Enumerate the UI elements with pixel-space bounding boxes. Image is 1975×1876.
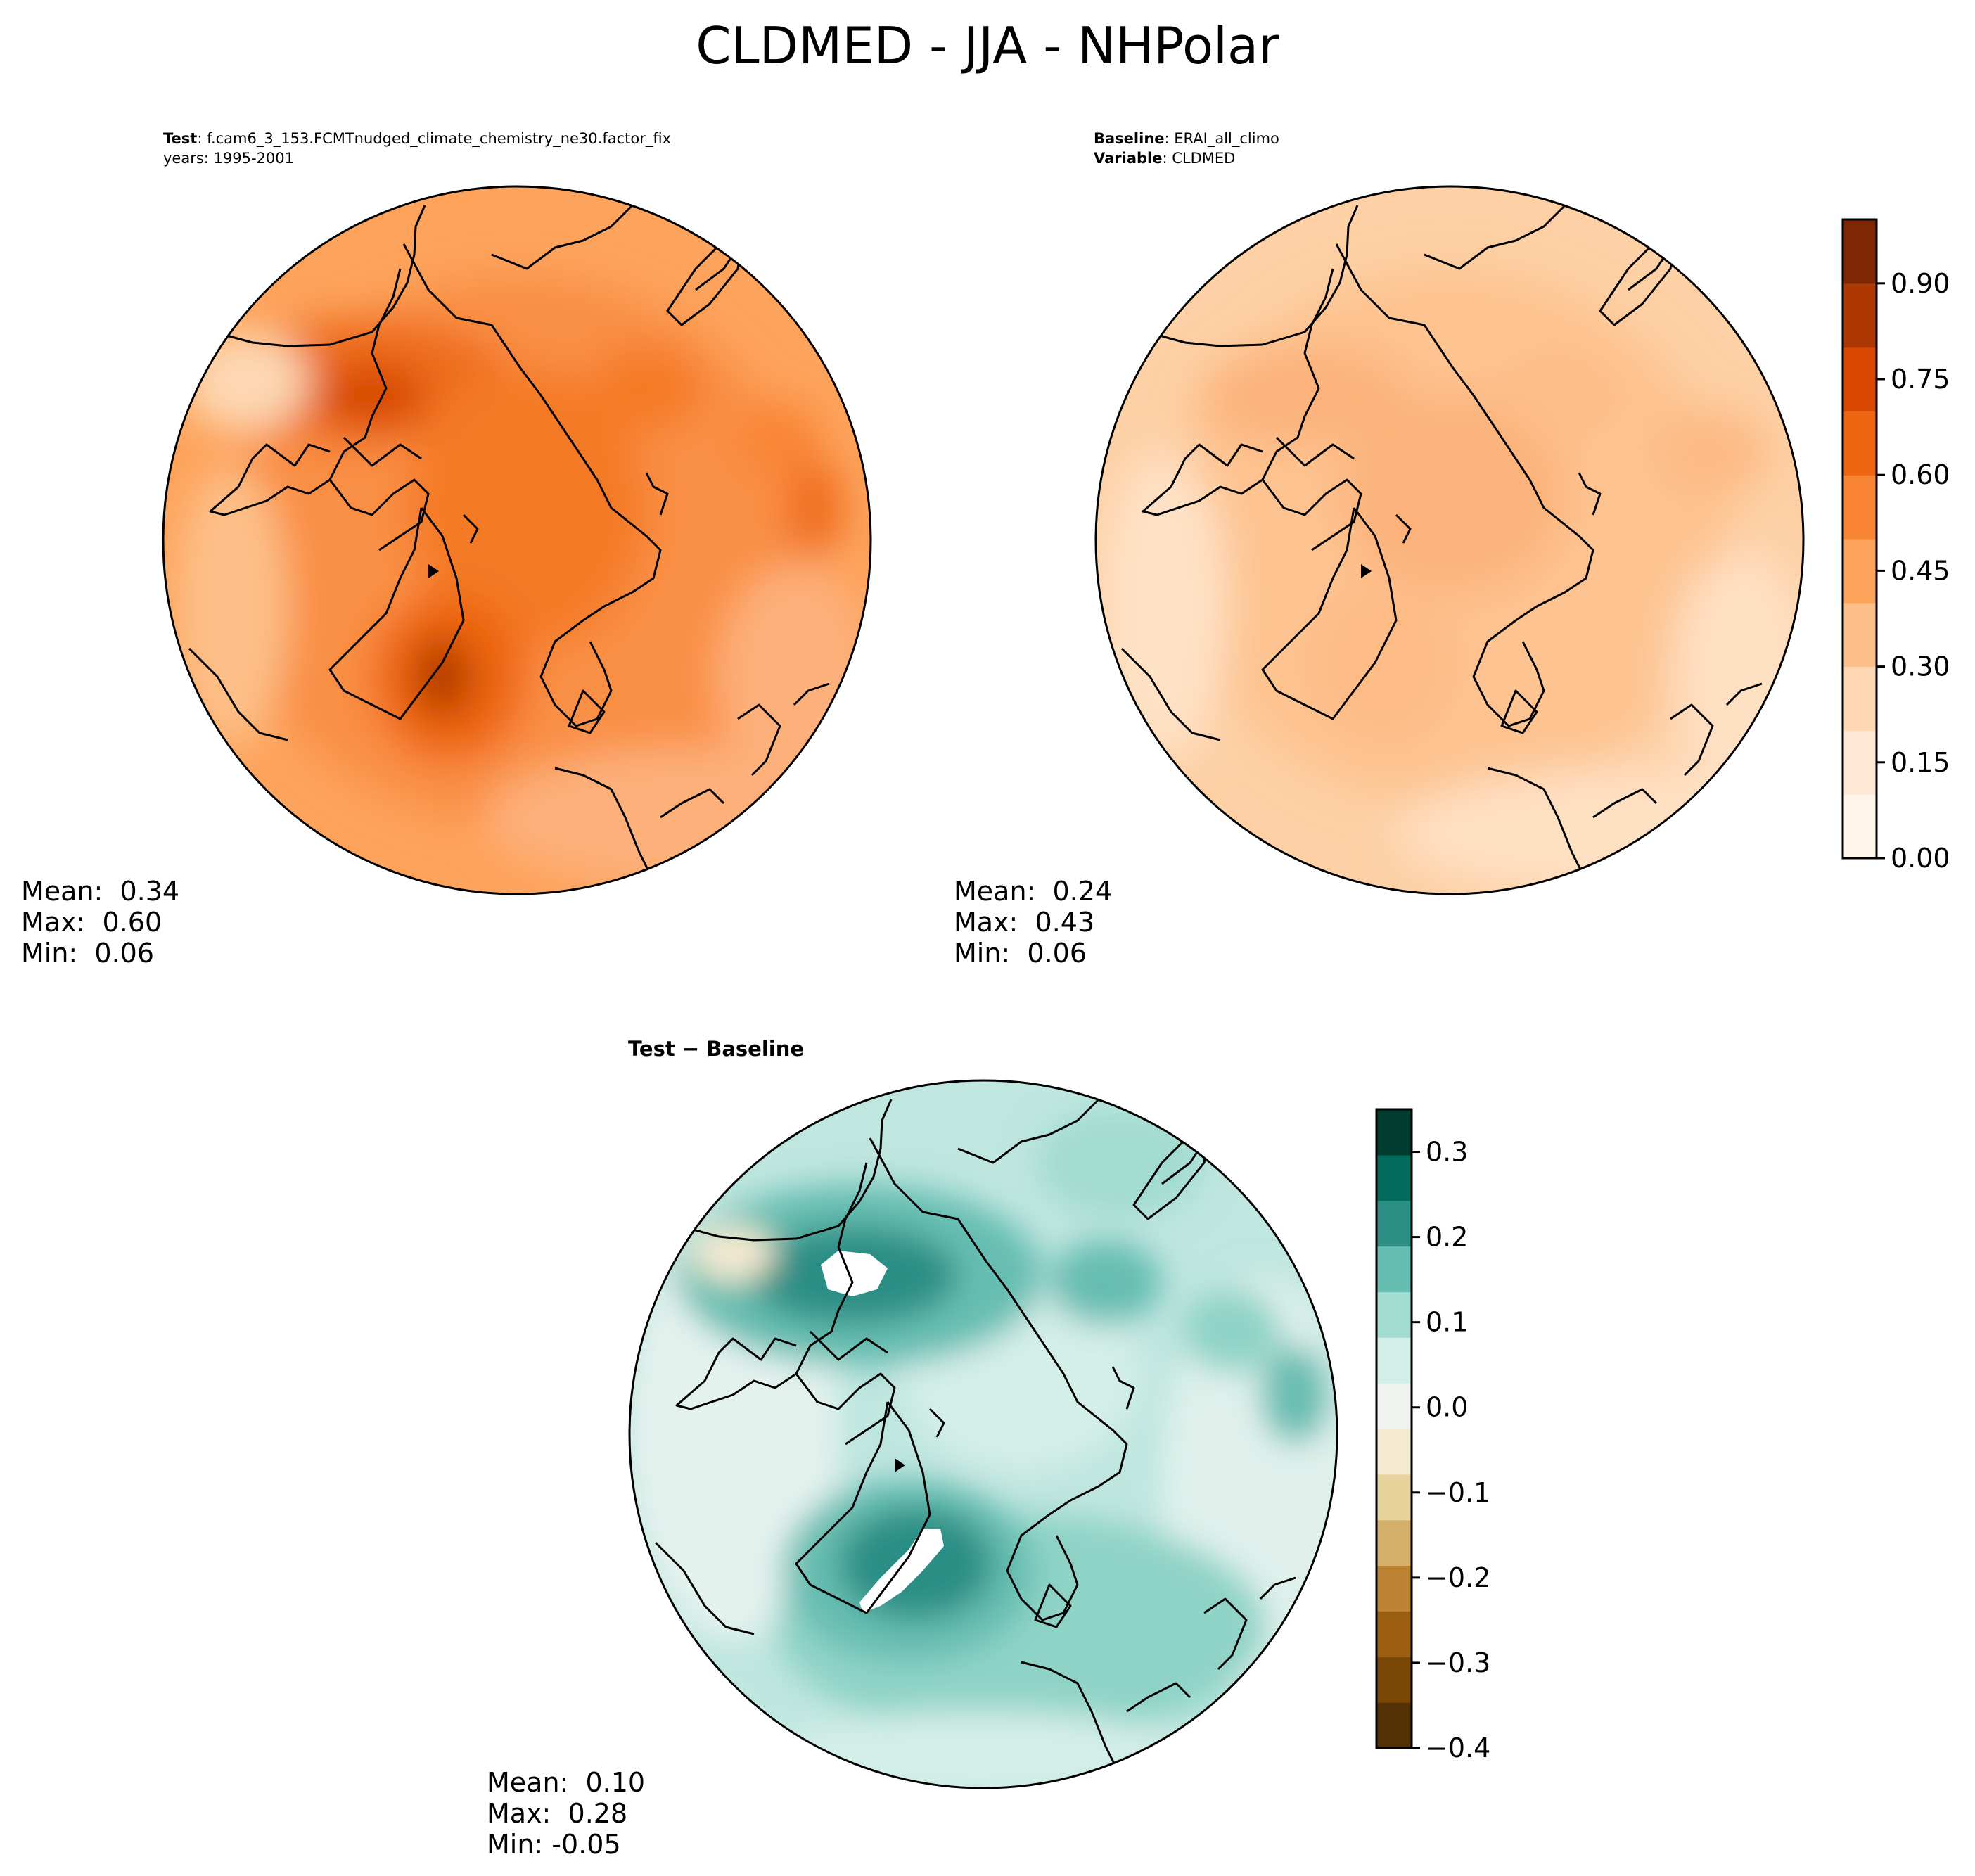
main-colorbar-tick-label: 0.90: [1891, 268, 1950, 299]
baseline-mean: Mean: 0.24: [954, 876, 1113, 907]
difference-colorbar-tick-label: −0.4: [1426, 1733, 1490, 1763]
test-mean: Mean: 0.34: [21, 876, 180, 907]
difference-colorbar-segment: [1376, 1519, 1412, 1566]
difference-colorbar-segment: [1376, 1154, 1412, 1201]
main-colorbar-segment: [1843, 666, 1877, 731]
difference-header: Test − Baseline: [628, 1037, 805, 1061]
difference-colorbar-segment: [1376, 1200, 1412, 1247]
difference-stats: Mean: 0.10 Max: 0.28 Min: -0.05: [487, 1767, 645, 1860]
test-polar-map: [162, 185, 872, 895]
main-colorbar-segment: [1843, 283, 1877, 348]
difference-colorbar-tick-label: −0.3: [1426, 1647, 1490, 1678]
main-colorbar-tick-label: 0.75: [1891, 364, 1950, 395]
difference-colorbar: 0.3 0.2 0.1 0.0 −0.1 −0.2 −0.3 −0.4: [1375, 1108, 1490, 1763]
main-colorbar-segment: [1843, 347, 1877, 411]
main-colorbar-tick-label: 0.60: [1891, 459, 1950, 490]
main-colorbar-segment: [1843, 794, 1877, 859]
test-min: Min: 0.06: [21, 938, 154, 969]
main-colorbar-frame: [1841, 218, 1878, 860]
difference-colorbar-tick-label: −0.1: [1426, 1477, 1490, 1508]
difference-colorbar-tick-label: 0.3: [1426, 1137, 1468, 1168]
figure-title: CLDMED - JJA - NHPolar: [696, 16, 1279, 75]
main-colorbar-segment: [1843, 539, 1877, 604]
baseline-min: Min: 0.06: [954, 938, 1087, 969]
difference-colorbar-frame: [1375, 1108, 1413, 1749]
difference-colorbar-segment: [1376, 1565, 1412, 1612]
difference-colorbar-segment: [1376, 1702, 1412, 1749]
difference-colorbar-tick-label: 0.0: [1426, 1392, 1468, 1423]
test-stats: Mean: 0.34 Max: 0.60 Min: 0.06: [21, 876, 179, 969]
baseline-max: Max: 0.43: [954, 907, 1095, 938]
test-case-name: f.cam6_3_153.FCMTnudged_climate_chemistr…: [207, 130, 672, 147]
baseline-header-label: Baseline: [1094, 130, 1165, 147]
variable-label: Variable: [1094, 150, 1163, 167]
difference-colorbar-tick-label: 0.2: [1426, 1222, 1468, 1253]
test-years: years: 1995-2001: [163, 150, 295, 167]
difference-colorbar-segment: [1376, 1429, 1412, 1475]
difference-colorbar-segment: [1376, 1337, 1412, 1384]
main-colorbar-tick-label: 0.30: [1891, 651, 1950, 682]
main-colorbar-tick-label: 0.45: [1891, 555, 1950, 586]
baseline-header: Baseline: ERAI_all_climo Variable: CLDME…: [1094, 129, 1279, 168]
main-colorbar-segment: [1843, 411, 1877, 476]
difference-colorbar-segment: [1376, 1291, 1412, 1338]
main-colorbar-tick-label: 0.15: [1891, 747, 1950, 778]
test-header-sep: :: [197, 130, 207, 147]
difference-colorbar-segment: [1376, 1474, 1412, 1521]
main-colorbar-segment: [1843, 475, 1877, 540]
difference-colorbar-segment: [1376, 1383, 1412, 1429]
baseline-stats: Mean: 0.24 Max: 0.43 Min: 0.06: [954, 876, 1112, 969]
main-colorbar-segment: [1843, 219, 1877, 284]
difference-max: Max: 0.28: [487, 1798, 628, 1829]
difference-colorbar-tick-label: −0.2: [1426, 1562, 1490, 1593]
variable-name: CLDMED: [1172, 150, 1236, 167]
baseline-case-name: ERAI_all_climo: [1174, 130, 1279, 147]
difference-mean: Mean: 0.10: [487, 1767, 646, 1798]
test-header-label: Test: [163, 130, 198, 147]
difference-colorbar-segment: [1376, 1611, 1412, 1657]
difference-min: Min: -0.05: [487, 1829, 621, 1860]
difference-polar-map: [628, 1079, 1338, 1789]
difference-colorbar-segment: [1376, 1246, 1412, 1293]
difference-colorbar-tick-label: 0.1: [1426, 1307, 1468, 1338]
main-colorbar-segment: [1843, 730, 1877, 795]
difference-colorbar-segment: [1376, 1109, 1412, 1156]
baseline-polar-map: [1094, 185, 1805, 895]
test-max: Max: 0.60: [21, 907, 162, 938]
difference-colorbar-segment: [1376, 1657, 1412, 1703]
main-colorbar-segment: [1843, 602, 1877, 668]
variable-sep: :: [1162, 150, 1172, 167]
test-header: Test: f.cam6_3_153.FCMTnudged_climate_ch…: [163, 129, 671, 168]
main-colorbar-tick-label: 0.00: [1891, 843, 1950, 874]
main-colorbar: 0.00 0.15 0.30 0.45 0.60 0.75 0.90: [1841, 218, 1950, 874]
baseline-header-sep: :: [1164, 130, 1175, 147]
